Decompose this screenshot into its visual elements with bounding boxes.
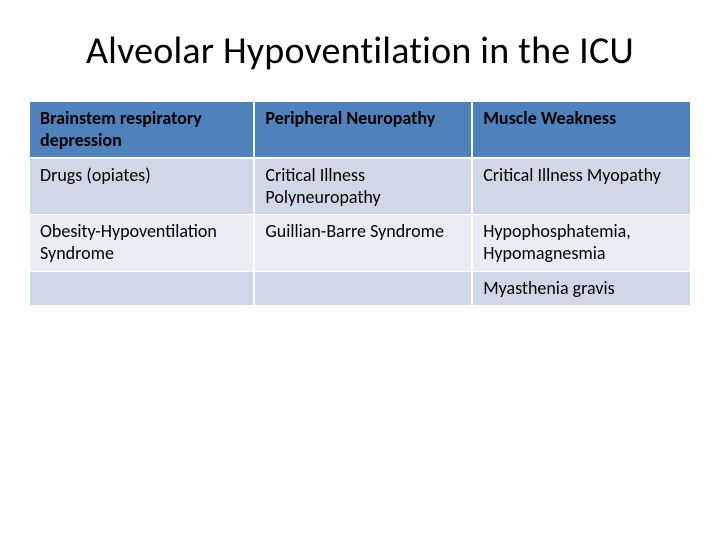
table-header: Brainstem respiratory depression Periphe… — [30, 102, 690, 158]
table-cell: Myasthenia gravis — [472, 271, 690, 306]
table-row: Obesity-Hypoventilation Syndrome Guillia… — [30, 215, 690, 271]
table-cell — [30, 271, 254, 306]
table-cell: Critical Illness Myopathy — [472, 158, 690, 215]
causes-table: Brainstem respiratory depression Periphe… — [30, 102, 690, 306]
slide-title: Alveolar Hypoventilation in the ICU — [30, 28, 690, 74]
table-cell: Obesity-Hypoventilation Syndrome — [30, 215, 254, 271]
col-header-1: Peripheral Neuropathy — [254, 102, 472, 158]
table-cell: Critical Illness Polyneuropathy — [254, 158, 472, 215]
table-cell: Guillian-Barre Syndrome — [254, 215, 472, 271]
slide: Alveolar Hypoventilation in the ICU Brai… — [0, 0, 720, 540]
table-header-row: Brainstem respiratory depression Periphe… — [30, 102, 690, 158]
table-cell: Drugs (opiates) — [30, 158, 254, 215]
col-header-2: Muscle Weakness — [472, 102, 690, 158]
table-row: Drugs (opiates) Critical Illness Polyneu… — [30, 158, 690, 215]
table-body: Drugs (opiates) Critical Illness Polyneu… — [30, 158, 690, 305]
table-cell: Hypophosphatemia, Hypomagnesmia — [472, 215, 690, 271]
table-row: Myasthenia gravis — [30, 271, 690, 306]
col-header-0: Brainstem respiratory depression — [30, 102, 254, 158]
table-cell — [254, 271, 472, 306]
